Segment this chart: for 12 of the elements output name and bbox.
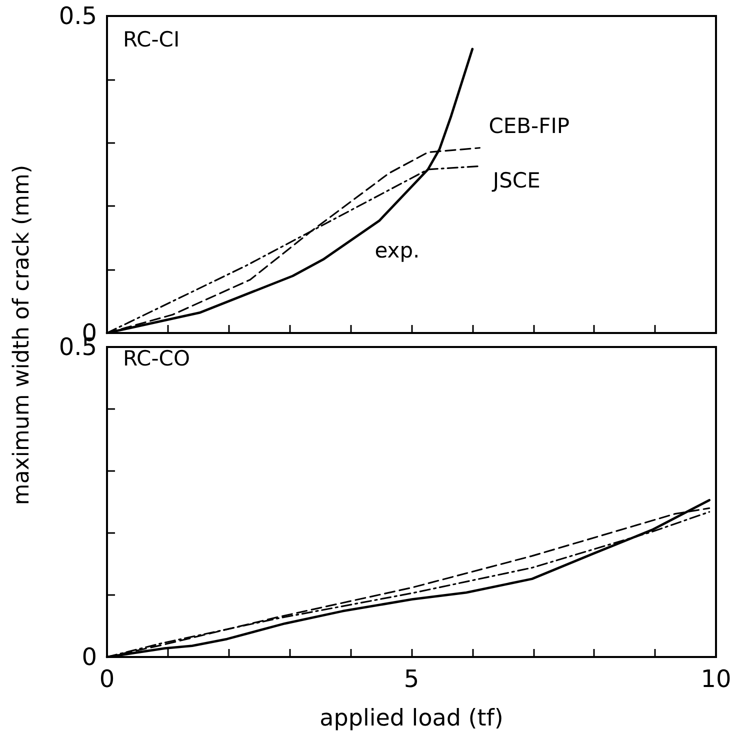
series-label: exp. (374, 238, 420, 262)
x-tick-label: 10 (700, 665, 732, 693)
x-tick-label: 0 (99, 665, 115, 693)
y-tick-label: 0 (82, 643, 97, 671)
series-label: JSCE (490, 168, 540, 192)
x-axis-title: applied load (tf) (320, 706, 504, 732)
text: RC-CI (123, 28, 180, 52)
y-axis-title: maximum width of crack (mm) (10, 164, 34, 506)
x-tick-label: 5 (404, 665, 420, 693)
chart-title: RC-CO (123, 346, 190, 370)
series-label: CEB-FIP (488, 114, 570, 138)
y-tick-label: 0.5 (58, 2, 97, 30)
